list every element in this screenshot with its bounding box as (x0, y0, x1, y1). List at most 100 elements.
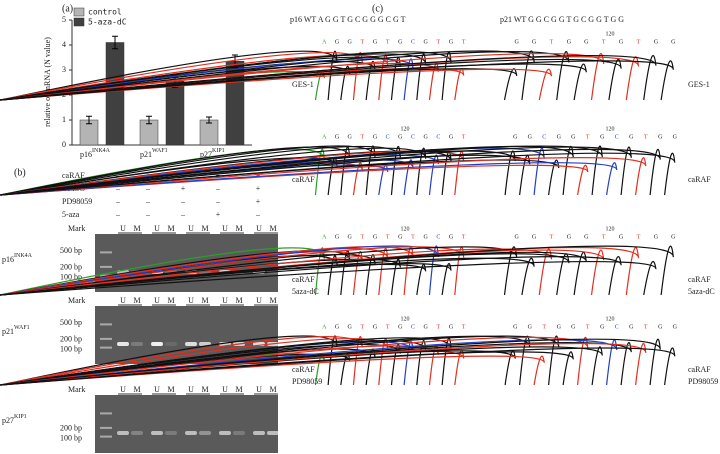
ladder-band (100, 337, 112, 340)
base-call: T (542, 324, 546, 330)
lane-label: U (222, 385, 228, 394)
sample-label: caRAF PD98059 (688, 365, 718, 386)
ladder-band (100, 426, 112, 429)
sample-label: caRAF 5aza-dC (292, 275, 319, 296)
treatment-sign: + (216, 210, 221, 219)
gene-label: p16INK4A (2, 253, 33, 263)
base-call: G (658, 324, 663, 330)
sample-label: caRAF 5aza-dC (688, 275, 715, 296)
y-tick-label: 5 (62, 15, 66, 24)
base-call: C (436, 234, 440, 240)
chromatogram-peak (0, 164, 589, 196)
base-call: C (411, 134, 415, 140)
marker-label: 200 bp (60, 334, 82, 343)
lane-label: Mark (68, 296, 85, 305)
base-call: T (462, 324, 466, 330)
bar (105, 42, 125, 146)
gene-label-superscript: WAF1 (14, 325, 30, 331)
gene-label-superscript: INK4A (14, 253, 33, 259)
sample-label: GES-1 (292, 80, 314, 89)
lane-label: M (235, 296, 242, 305)
ladder-band (100, 435, 112, 438)
gene-label-superscript: KIP1 (14, 414, 27, 420)
base-call: G (571, 324, 576, 330)
base-call: A (322, 234, 327, 240)
x-tick-label-base: p27 (200, 150, 212, 159)
gel-band (117, 430, 129, 435)
sequence-header: p16 WT A G G T G C G G G C G T (290, 15, 406, 24)
gene-label: p27KIP1 (2, 414, 27, 424)
lane-label: U (256, 385, 262, 394)
base-call: G (335, 234, 340, 240)
base-call: G (673, 324, 678, 330)
base-call: G (513, 134, 518, 140)
base-call: G (373, 39, 378, 45)
lane-label: M (167, 224, 174, 233)
base-call: G (398, 234, 403, 240)
gel-band (199, 341, 211, 346)
base-call: G (513, 324, 518, 330)
base-call: G (515, 39, 520, 45)
legend-label: control (88, 8, 122, 17)
marker-label: 200 bp (60, 262, 82, 271)
chromatogram-peak (0, 148, 661, 196)
legend-swatch (73, 7, 85, 17)
chromatogram-peak (0, 154, 439, 196)
chromatogram-peak (0, 351, 574, 386)
sample-label-line: 5aza-dC (292, 287, 319, 296)
position-mark: 120 (401, 126, 410, 132)
base-call: T (637, 39, 641, 45)
base-call: G (671, 234, 676, 240)
bar (165, 81, 185, 146)
chromatogram-peak (0, 146, 351, 196)
base-call: T (411, 234, 415, 240)
panel-label: (c) (372, 3, 383, 14)
sample-label-line: caRAF (292, 175, 315, 184)
base-call: G (600, 324, 605, 330)
base-call: G (629, 134, 634, 140)
base-call: C (615, 324, 619, 330)
base-call: T (386, 324, 390, 330)
y-tick-label: 4 (62, 40, 66, 49)
position-mark: 120 (401, 316, 410, 322)
base-call: G (423, 234, 428, 240)
gel-band (199, 430, 211, 435)
chromatogram-peak (0, 146, 632, 196)
treatment-sign: – (180, 197, 186, 206)
base-call: T (586, 134, 590, 140)
base-call: G (619, 234, 624, 240)
base-call: A (322, 134, 327, 140)
treatment-sign: – (145, 210, 151, 219)
treatment-sign: + (181, 184, 186, 193)
base-call: T (360, 234, 364, 240)
treatment-sign: – (145, 197, 151, 206)
error-bar (112, 35, 118, 50)
base-call: G (449, 39, 454, 45)
base-call: A (322, 39, 327, 45)
base-call: C (386, 134, 390, 140)
gel-band (253, 430, 265, 435)
ladder-band (100, 323, 112, 326)
base-call: C (436, 134, 440, 140)
base-call: G (347, 234, 352, 240)
sample-label-line: PD98059 (688, 377, 718, 386)
chromatogram-peak (0, 157, 647, 196)
gel-band (165, 430, 177, 435)
base-call: G (658, 134, 663, 140)
x-tick-label-superscript: INK4A (92, 148, 111, 154)
base-call: G (423, 39, 428, 45)
lane-label: U (188, 296, 194, 305)
treatment-sign: – (145, 184, 151, 193)
lane-label: U (154, 385, 160, 394)
base-call: A (322, 324, 327, 330)
base-call: G (335, 324, 340, 330)
base-call: T (602, 234, 606, 240)
chromatogram-peak (0, 145, 376, 196)
base-call: G (398, 324, 403, 330)
base-call: T (550, 39, 554, 45)
gene-label-base: p27 (2, 416, 14, 425)
base-call: G (673, 134, 678, 140)
lane-label: M (167, 296, 174, 305)
gel-band (117, 341, 129, 346)
sample-label-line: GES-1 (688, 80, 710, 89)
